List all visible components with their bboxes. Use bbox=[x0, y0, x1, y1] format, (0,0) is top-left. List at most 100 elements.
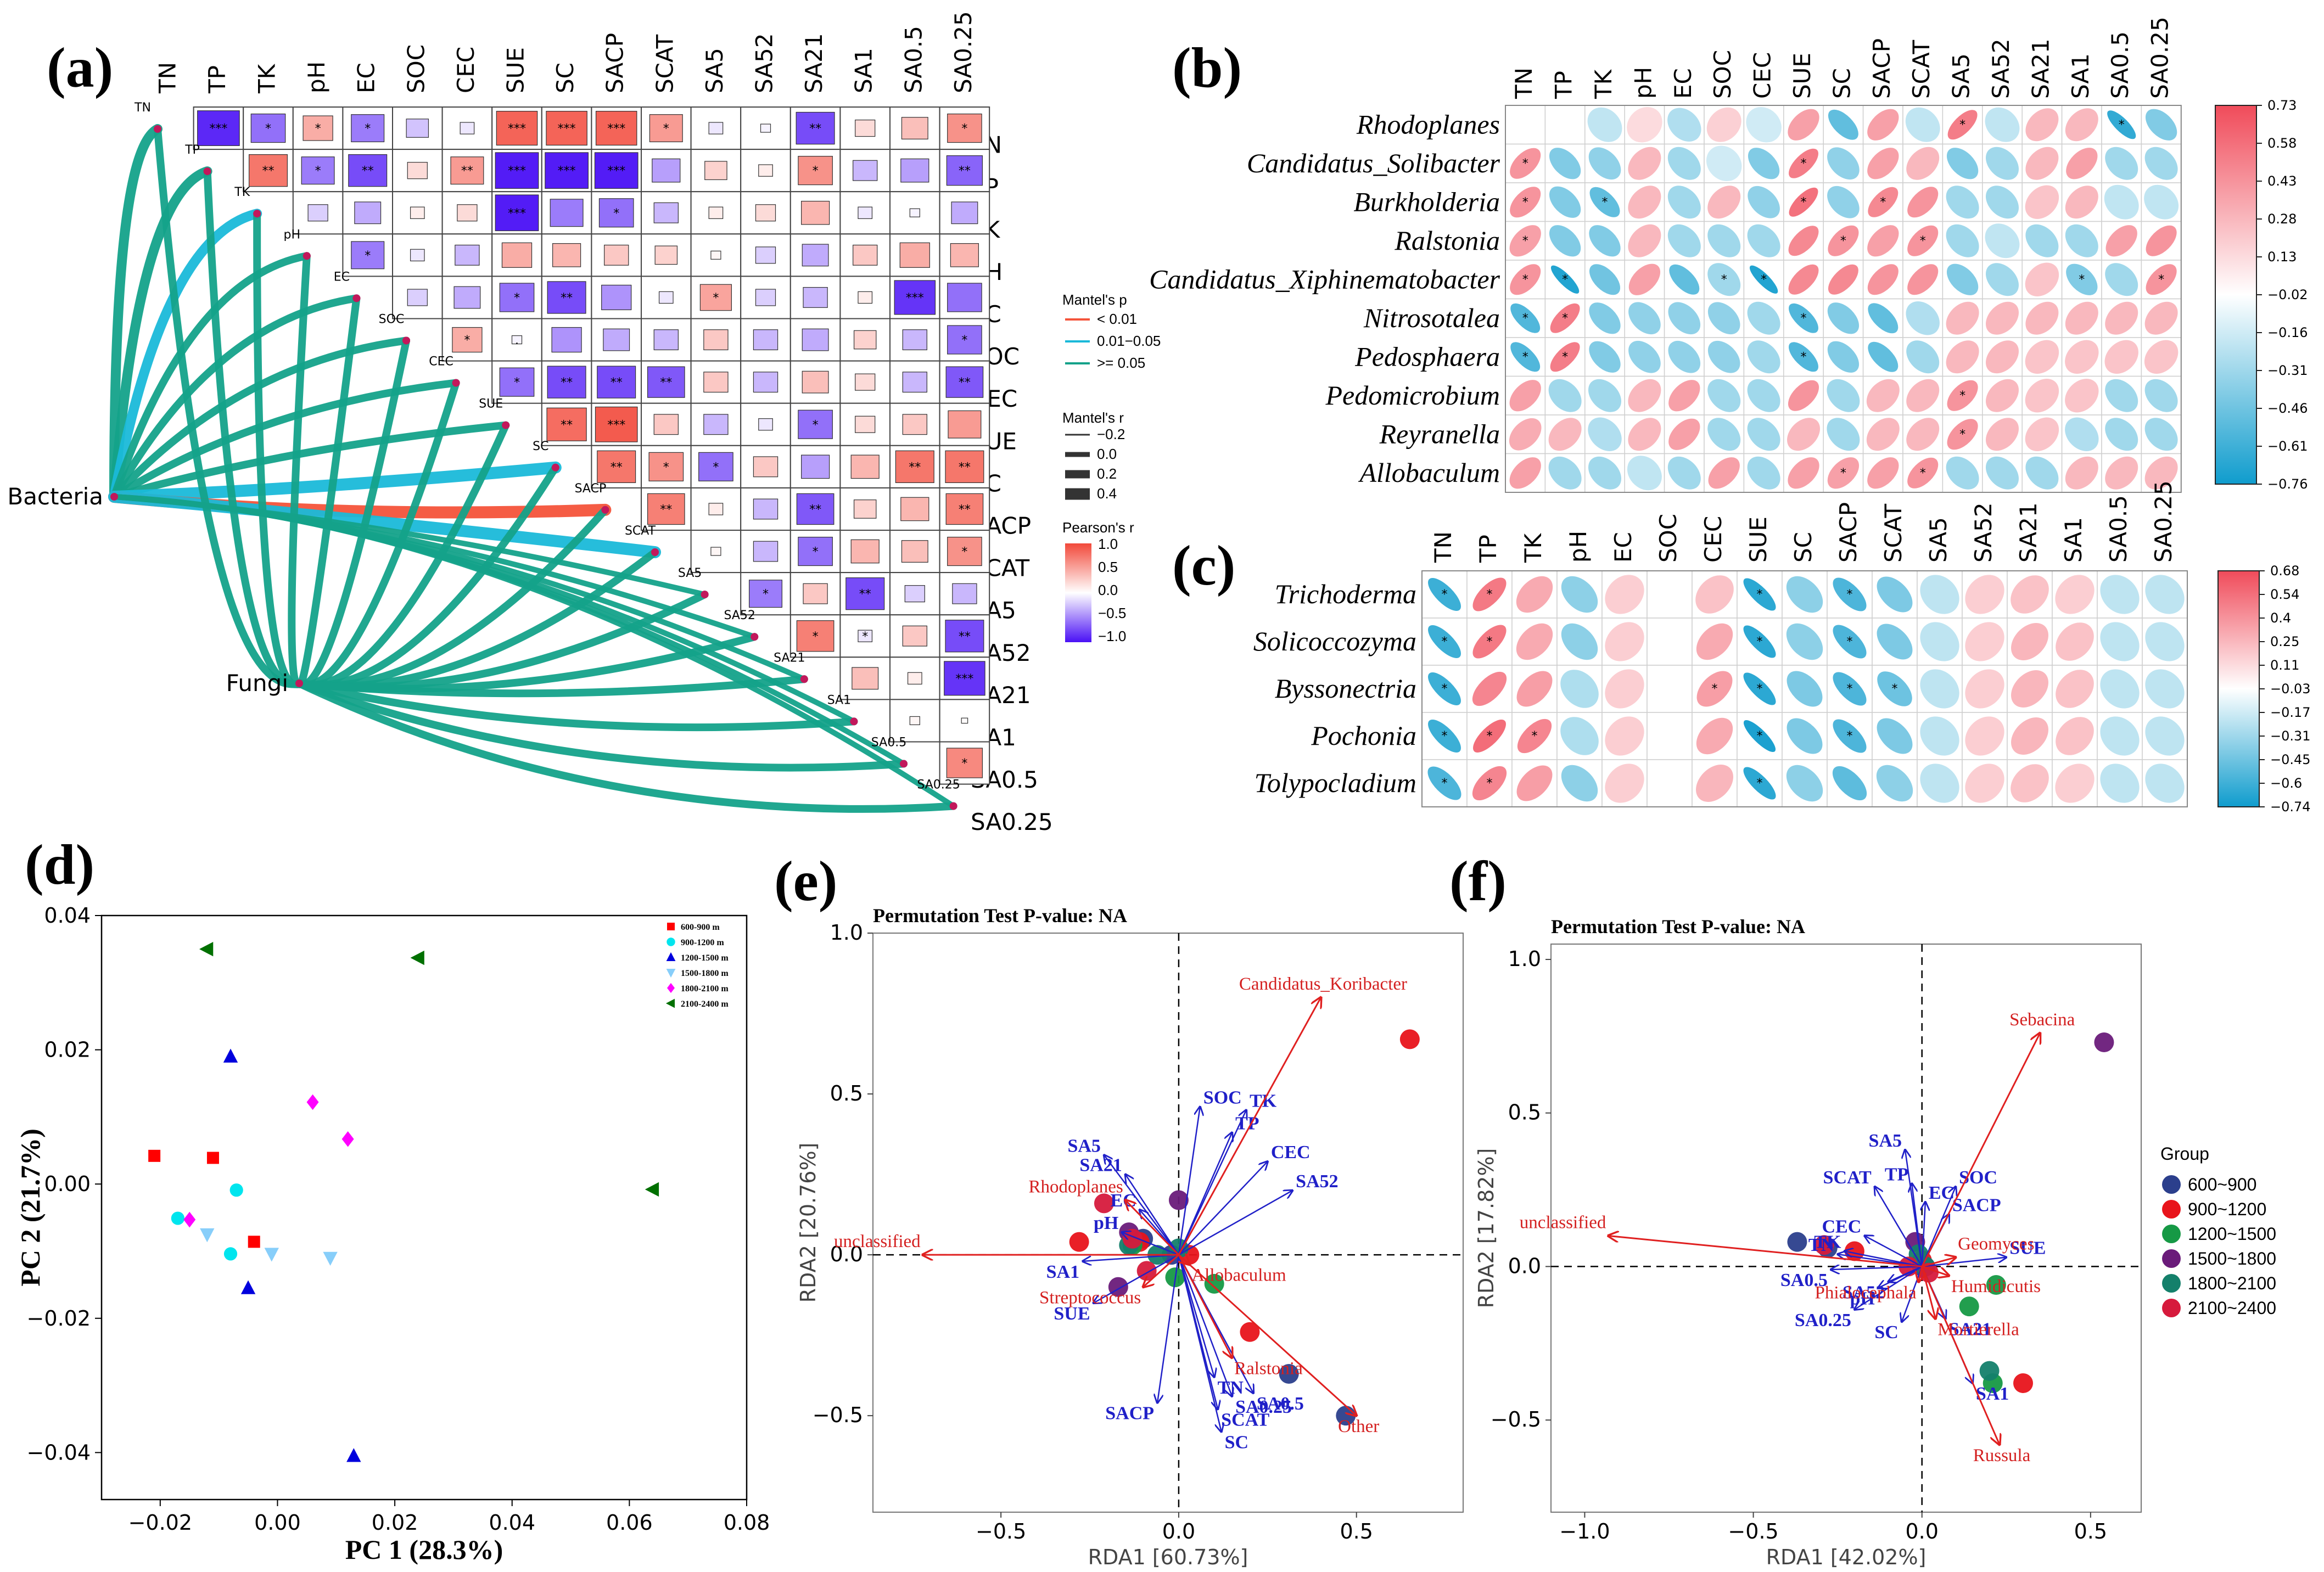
ellipse-c-Trichoderma-CEC bbox=[1695, 575, 1734, 614]
cell-EC-SA5 bbox=[699, 284, 732, 311]
sig-SUE-SA21: * bbox=[813, 418, 819, 432]
cell-TN-SA5 bbox=[708, 122, 724, 134]
ellipse-c-Trichoderma-SA0.5 bbox=[2100, 575, 2140, 614]
ellipse-b-Pedosphaera-SC bbox=[1827, 341, 1860, 373]
ellipse-b-Candidatus_Xiphinematobacter-EC bbox=[1669, 264, 1700, 295]
ellipse-c-Solicoccozyma-TK bbox=[1516, 623, 1553, 660]
cell-SACP-SA21 bbox=[796, 493, 835, 525]
cell-TP-pH bbox=[301, 156, 335, 185]
sig-SC-SACP: ** bbox=[611, 461, 623, 474]
ellipse-b-Candidatus_Solibacter-EC bbox=[1667, 147, 1701, 180]
col-label-c-SC: SC bbox=[1790, 532, 1817, 563]
cell-SA5-SA52 bbox=[749, 580, 782, 608]
cell-pH-SA0.25 bbox=[950, 243, 979, 267]
legend-pearson-title: Pearson's r bbox=[1062, 519, 1134, 536]
point-d-5-1 bbox=[410, 950, 424, 965]
ellipse-b-Burkholderia-TN bbox=[1510, 187, 1541, 218]
ellipse-c-Byssonectria-SA21 bbox=[2011, 670, 2048, 708]
sig-c-2-0: * bbox=[1442, 682, 1448, 696]
ellipse-b-Reyranella-EC bbox=[1668, 418, 1700, 450]
ellipse-c-Trichoderma-SA21 bbox=[2011, 575, 2049, 614]
taxa-label-f-unclassified: unclassified bbox=[1520, 1212, 1606, 1232]
ellipse-b-Ralstonia-SACP bbox=[1867, 225, 1899, 257]
xtick-label-d-0: −0.02 bbox=[128, 1511, 192, 1535]
diag-label-TP: TP bbox=[184, 143, 200, 157]
colorbar-ticklabel-c-2: 0.4 bbox=[2270, 610, 2291, 626]
sig-TP-SUE: *** bbox=[508, 165, 526, 178]
ellipse-c-Pochonia-CEC bbox=[1696, 717, 1733, 755]
col-label-b-TP: TP bbox=[1550, 71, 1577, 99]
ellipse-c-Pochonia-SA21 bbox=[2011, 717, 2048, 755]
title-f: Permutation Test P-value: NA bbox=[1551, 916, 1805, 937]
diag-label-SOC: SOC bbox=[379, 313, 405, 327]
sample-f-5-0 bbox=[1814, 1235, 1834, 1255]
cell-SUE-SA0.25 bbox=[948, 410, 982, 439]
legend-marker-d-1 bbox=[667, 937, 675, 946]
xtick-label-d-2: 0.02 bbox=[372, 1511, 418, 1535]
ellipse-b-Candidatus_Xiphinematobacter-TN bbox=[1510, 264, 1541, 295]
ellipse-b-Nitrosotalea-SOC bbox=[1707, 302, 1740, 335]
ellipse-b-Allobaculum-TP bbox=[1548, 456, 1582, 490]
colorbar-ticklabel-b-3: 0.28 bbox=[2267, 211, 2297, 227]
panel-a: TN TP TK pH EC SOC CEC SUE SC SACP SCAT SA5 SA52 SA21… bbox=[7, 11, 1161, 835]
ellipse-b-Candidatus_Solibacter-TP bbox=[1549, 148, 1581, 179]
ellipse-c-Byssonectria-SA0.5 bbox=[2100, 669, 2140, 709]
xtick-label-e-1: 0.0 bbox=[1162, 1519, 1195, 1543]
ellipse-b-Pedomicrobium-EC bbox=[1668, 380, 1700, 412]
sig-TN-SC: *** bbox=[558, 122, 576, 136]
ellipse-c-Byssonectria-SCAT bbox=[1877, 671, 1912, 706]
env-arrow-f-SA0.5 bbox=[1831, 1266, 1922, 1270]
cell-TP-SA1 bbox=[853, 160, 878, 181]
ellipse-b-Burkholderia-SA0.5 bbox=[2104, 184, 2139, 220]
ellipse-b-Burkholderia-SACP bbox=[1868, 187, 1899, 217]
env-arrow-e-TP bbox=[1178, 1132, 1232, 1255]
ellipse-b-Ralstonia-SUE bbox=[1788, 226, 1819, 256]
col-label-c-SOC: SOC bbox=[1655, 514, 1682, 563]
col-label-b-SUE: SUE bbox=[1789, 53, 1816, 99]
point-d-5-2 bbox=[645, 1182, 659, 1197]
ellipse-b-Reyranella-SOC bbox=[1707, 418, 1741, 451]
ellipse-b-Rhodoplanes-SA0.5 bbox=[2107, 110, 2136, 139]
cell-EC-SACP bbox=[601, 284, 632, 311]
ellipse-c-Byssonectria-SA52 bbox=[1965, 669, 2004, 709]
cell-TP-SC bbox=[545, 152, 589, 189]
ellipse-b-Burkholderia-SUE bbox=[1789, 187, 1818, 217]
sig-c-4-0: * bbox=[1442, 777, 1448, 790]
col-label-c-pH: pH bbox=[1565, 531, 1592, 563]
cell-SUE-SC bbox=[546, 407, 587, 441]
cell-SACP-SA52 bbox=[753, 498, 779, 520]
ellipse-b-Rhodoplanes-SUE bbox=[1788, 109, 1819, 141]
col-label-b-SA1: SA1 bbox=[2067, 53, 2094, 99]
env-label-f-SACP: SACP bbox=[1952, 1195, 2001, 1215]
ellipse-b-Rhodoplanes-SC bbox=[1828, 109, 1858, 140]
env-arrow-e-SUE bbox=[1094, 1254, 1179, 1303]
cell-SC-SA1 bbox=[850, 454, 880, 479]
mantel-edge-bacteria-SOC bbox=[110, 336, 410, 501]
ellipse-b-Burkholderia-SA5 bbox=[1946, 186, 1979, 219]
cell-TN-pH bbox=[303, 115, 333, 141]
diag-label-SC: SC bbox=[533, 440, 548, 453]
mantel-node-SOC bbox=[402, 336, 410, 345]
ellipse-b-Candidatus_Xiphinematobacter-SC bbox=[1828, 264, 1858, 295]
sig-TN-pH: * bbox=[315, 122, 321, 136]
sig-pH-EC: * bbox=[365, 249, 371, 263]
sig-TN-SA0.25: * bbox=[961, 122, 967, 136]
xtick-label-e-2: 0.5 bbox=[1340, 1519, 1373, 1543]
ellipse-b-Candidatus_Xiphinematobacter-SA21 bbox=[2025, 262, 2059, 296]
legend-marker-f-0 bbox=[2162, 1175, 2181, 1194]
xtick-label-f-0: −1.0 bbox=[1559, 1519, 1610, 1543]
ellipse-b-Candidatus_Xiphinematobacter-SCAT bbox=[1907, 264, 1939, 295]
colorbar-ticklabel-b-5: −0.02 bbox=[2267, 287, 2308, 302]
ytick-label-f-3: 1.0 bbox=[1508, 947, 1541, 971]
legend-marker-f-5 bbox=[2162, 1299, 2181, 1317]
sig-CEC-SCAT: ** bbox=[660, 376, 672, 390]
mantel-node-SC bbox=[551, 463, 559, 471]
cell-TP-SA21 bbox=[798, 156, 833, 186]
env-label-e-SA0.5: SA0.5 bbox=[1257, 1394, 1304, 1414]
col-label-a-pH: pH bbox=[303, 61, 330, 93]
point-d-0-1 bbox=[206, 1152, 219, 1164]
mantel-node-EC bbox=[352, 294, 361, 302]
colorbar-ticklabel-c-9: −0.6 bbox=[2270, 776, 2302, 791]
ytick-label-e-2: 0.5 bbox=[830, 1081, 863, 1105]
cell-CEC-SA1 bbox=[855, 373, 876, 391]
